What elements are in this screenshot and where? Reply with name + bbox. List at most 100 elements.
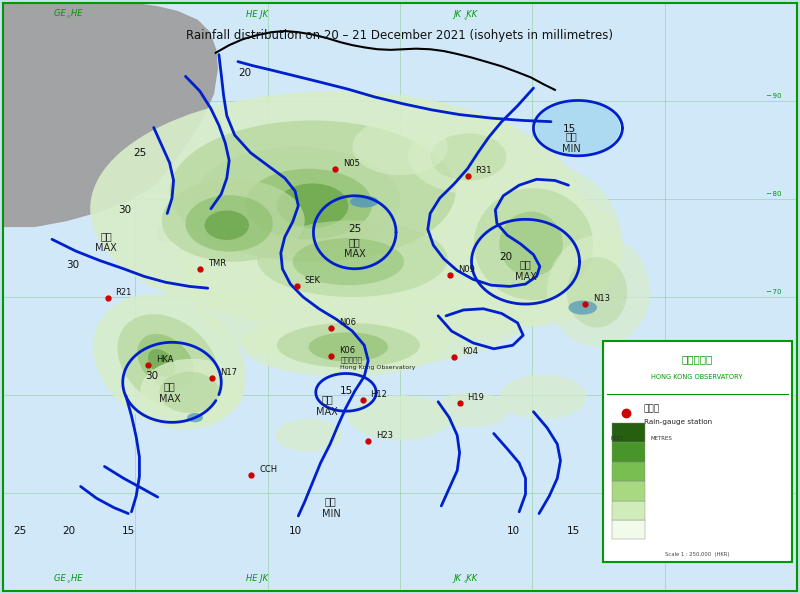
- Text: JK  KK: JK KK: [453, 11, 478, 20]
- Text: 雨量站: 雨量站: [644, 405, 660, 413]
- Text: 15: 15: [562, 124, 576, 134]
- Text: H23: H23: [376, 431, 393, 440]
- Ellipse shape: [245, 169, 372, 239]
- Ellipse shape: [448, 162, 622, 327]
- Text: 25: 25: [134, 148, 147, 158]
- Text: GE  HE: GE HE: [54, 574, 82, 583]
- Text: K04: K04: [462, 347, 478, 356]
- Ellipse shape: [567, 257, 627, 328]
- Ellipse shape: [275, 419, 342, 452]
- Polygon shape: [158, 219, 218, 241]
- Text: FEET: FEET: [610, 436, 624, 441]
- Ellipse shape: [90, 91, 582, 327]
- Text: 15: 15: [122, 526, 135, 536]
- Polygon shape: [537, 103, 619, 153]
- Text: N06: N06: [339, 318, 356, 327]
- Text: TMR: TMR: [208, 259, 226, 268]
- Text: 30: 30: [66, 260, 79, 270]
- Ellipse shape: [194, 226, 543, 368]
- Text: GE  HE: GE HE: [54, 9, 82, 18]
- Text: °: °: [66, 582, 70, 587]
- Text: 香港天文台: 香港天文台: [682, 354, 713, 364]
- Ellipse shape: [186, 195, 273, 252]
- Ellipse shape: [162, 179, 305, 262]
- Ellipse shape: [434, 392, 510, 428]
- Text: 30: 30: [146, 371, 158, 381]
- Text: H19: H19: [467, 393, 485, 402]
- Text: CCH: CCH: [259, 465, 278, 474]
- Text: Hong Kong Observatory: Hong Kong Observatory: [341, 365, 416, 370]
- Ellipse shape: [170, 121, 456, 262]
- FancyBboxPatch shape: [612, 481, 646, 501]
- FancyBboxPatch shape: [612, 462, 646, 481]
- Text: 10: 10: [507, 526, 520, 536]
- Ellipse shape: [293, 238, 404, 285]
- Ellipse shape: [257, 220, 448, 297]
- Text: ─ 80: ─ 80: [766, 191, 782, 197]
- Text: 最高
MAX: 最高 MAX: [316, 394, 338, 417]
- Ellipse shape: [178, 156, 622, 344]
- Text: Scale 1 : 250,000  (HKR): Scale 1 : 250,000 (HKR): [665, 552, 730, 557]
- Text: K06: K06: [339, 346, 355, 355]
- Text: °: °: [66, 17, 70, 23]
- Text: HE JK: HE JK: [246, 11, 268, 20]
- Text: 25: 25: [348, 225, 362, 234]
- Text: 最高
MAX: 最高 MAX: [514, 260, 536, 282]
- Text: Rain-gauge station: Rain-gauge station: [644, 419, 712, 425]
- Text: 最低
MIN: 最低 MIN: [322, 497, 340, 519]
- Text: JK  KK: JK KK: [453, 574, 478, 583]
- Text: N17: N17: [220, 368, 237, 377]
- Ellipse shape: [499, 375, 586, 419]
- FancyBboxPatch shape: [612, 501, 646, 520]
- Text: 最高
MAX: 最高 MAX: [344, 237, 366, 260]
- FancyBboxPatch shape: [612, 520, 646, 539]
- Text: 20: 20: [238, 68, 252, 78]
- Text: 20: 20: [62, 526, 75, 536]
- Polygon shape: [2, 3, 218, 226]
- Ellipse shape: [547, 235, 650, 347]
- Text: 最高
MAX: 最高 MAX: [158, 381, 181, 403]
- Text: 香港天文台: 香港天文台: [341, 356, 362, 363]
- Text: METRES: METRES: [650, 436, 672, 441]
- Text: ─ 90: ─ 90: [766, 93, 782, 99]
- Ellipse shape: [309, 332, 388, 362]
- Text: HONG KONG OBSERVATORY: HONG KONG OBSERVATORY: [651, 374, 743, 380]
- FancyBboxPatch shape: [602, 341, 792, 562]
- Ellipse shape: [569, 301, 597, 315]
- Text: HKA: HKA: [156, 355, 174, 364]
- Ellipse shape: [241, 312, 448, 377]
- Ellipse shape: [350, 196, 378, 207]
- Ellipse shape: [140, 359, 243, 424]
- Text: 25: 25: [14, 526, 27, 536]
- Text: N09: N09: [458, 265, 475, 274]
- Ellipse shape: [205, 210, 249, 240]
- Ellipse shape: [348, 395, 452, 440]
- Ellipse shape: [187, 413, 203, 422]
- Ellipse shape: [148, 349, 175, 377]
- Text: 20: 20: [499, 252, 512, 262]
- Text: R21: R21: [115, 288, 132, 297]
- Ellipse shape: [159, 372, 220, 413]
- Ellipse shape: [352, 119, 448, 175]
- Text: °: °: [463, 582, 467, 587]
- Text: 10: 10: [289, 526, 302, 536]
- Text: H12: H12: [370, 390, 387, 399]
- Text: 15: 15: [340, 386, 354, 396]
- Ellipse shape: [499, 211, 563, 276]
- Text: R31: R31: [475, 166, 492, 175]
- Text: °: °: [463, 18, 467, 24]
- Text: 最高
MAX: 最高 MAX: [95, 231, 117, 254]
- Ellipse shape: [118, 314, 218, 409]
- Text: HE JK: HE JK: [246, 574, 268, 583]
- Ellipse shape: [94, 294, 246, 429]
- Ellipse shape: [194, 147, 400, 253]
- Text: 30: 30: [118, 205, 131, 215]
- Text: ─ 70: ─ 70: [766, 289, 782, 295]
- Ellipse shape: [408, 118, 535, 194]
- Text: 15: 15: [566, 526, 580, 536]
- Text: 最低
MIN: 最低 MIN: [562, 132, 581, 154]
- Ellipse shape: [474, 188, 593, 300]
- Text: SEK: SEK: [305, 276, 321, 286]
- Ellipse shape: [137, 334, 194, 390]
- Text: N13: N13: [593, 294, 610, 303]
